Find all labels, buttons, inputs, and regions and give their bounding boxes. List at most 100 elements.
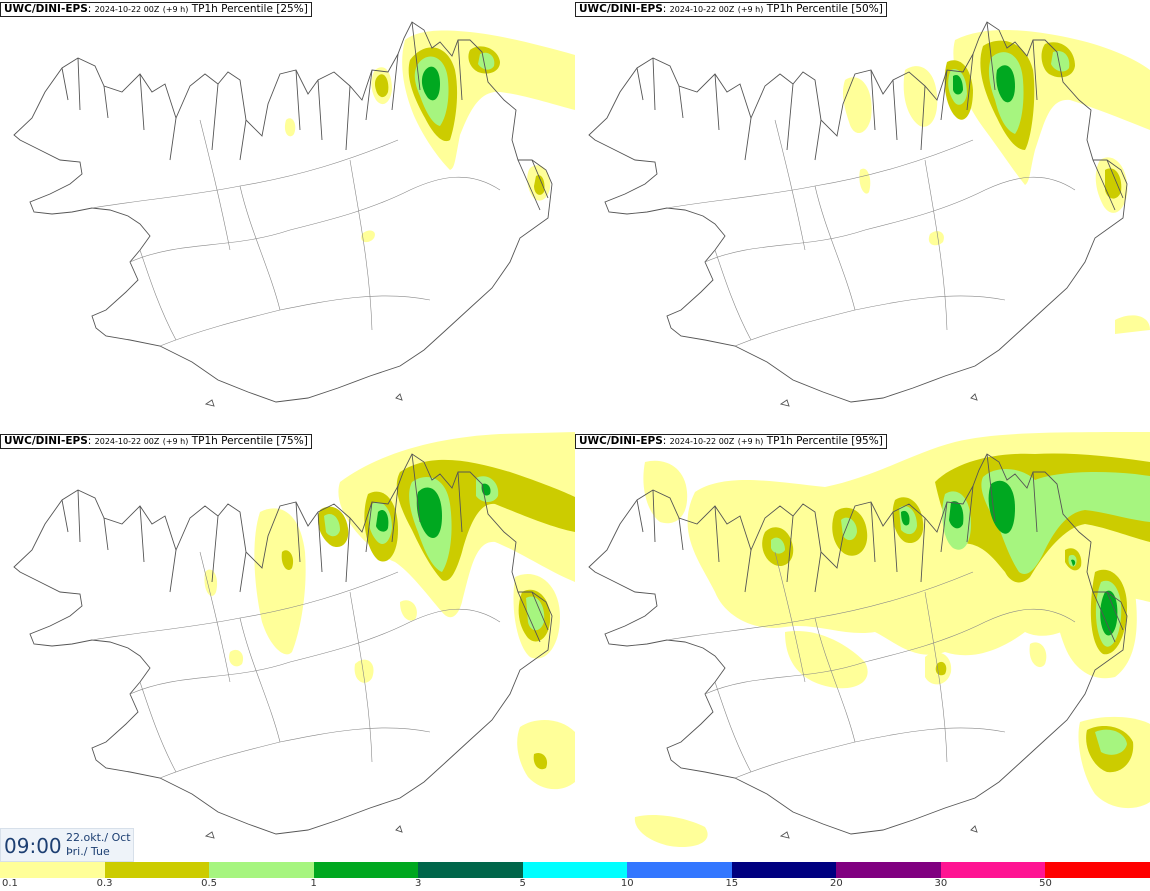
colorbar-segment xyxy=(731,862,837,878)
precip-area-light xyxy=(634,815,708,848)
precip-area-heavy xyxy=(416,487,442,538)
colorbar-segment xyxy=(418,862,523,878)
precip-shading xyxy=(842,30,1150,334)
colorbar-tick-label: 20 xyxy=(829,878,843,889)
colorbar-tick-label: 3 xyxy=(414,878,422,889)
precip-area-light xyxy=(1115,315,1150,334)
precip-area-light xyxy=(842,77,872,134)
field-name: TP1h Percentile [50%] xyxy=(766,3,883,15)
precip-area-heavier xyxy=(324,513,340,537)
precip-area-light xyxy=(284,118,296,137)
precip-area-light xyxy=(859,168,871,194)
forecast-step: (+9 h) xyxy=(737,5,764,14)
precip-shading xyxy=(284,30,575,243)
colorbar-segment xyxy=(313,862,419,878)
precip-area-light xyxy=(785,631,868,689)
model-name: UWC/DINI-EPS xyxy=(4,435,88,447)
interior-roads xyxy=(666,551,1076,779)
precip-area-heavy xyxy=(421,66,440,101)
colorbar-tick-label: 10 xyxy=(620,878,634,889)
interior-roads xyxy=(666,119,1076,347)
colorbar-tick-label: 15 xyxy=(725,878,739,889)
precip-area-heavier xyxy=(526,596,545,631)
precip-shading xyxy=(204,432,575,790)
colorbar-segment xyxy=(940,862,1046,878)
run-time: 2024-10-22 00Z xyxy=(94,5,160,14)
colorbar-segment xyxy=(1045,862,1150,878)
precip-area-moderate xyxy=(281,550,294,571)
interior-roads xyxy=(91,119,501,347)
panel-title: UWC/DINI-EPS: 2024-10-22 00Z (+9 h) TP1h… xyxy=(0,434,312,449)
fjord-lines xyxy=(61,21,549,211)
valid-date: 22.okt./ Oct Þri./ Tue xyxy=(66,831,131,859)
valid-date-text: 22.okt./ Oct xyxy=(66,831,131,844)
precip-area-light xyxy=(254,508,306,655)
field-name: TP1h Percentile [75%] xyxy=(191,435,308,447)
map-panel-p50: UWC/DINI-EPS: 2024-10-22 00Z (+9 h) TP1h… xyxy=(575,0,1150,432)
precip-map xyxy=(588,21,1150,407)
fjord-lines xyxy=(636,453,1124,643)
precip-area-light xyxy=(643,460,688,524)
valid-time: 09:00 xyxy=(4,834,62,858)
forecast-step: (+9 h) xyxy=(162,5,189,14)
precip-area-light xyxy=(354,659,374,683)
island-detail xyxy=(779,825,978,839)
country-outline xyxy=(588,21,1128,407)
precip-area-light xyxy=(1029,642,1047,668)
precip-area-heavier xyxy=(1051,50,1070,72)
run-time: 2024-10-22 00Z xyxy=(669,437,735,446)
country-outline xyxy=(588,453,1128,839)
island-detail xyxy=(204,393,403,407)
island-detail xyxy=(779,393,978,407)
precip-area-heavy xyxy=(996,65,1015,103)
model-name: UWC/DINI-EPS xyxy=(579,435,663,447)
precip-area-heavier xyxy=(771,537,785,554)
panel-title: UWC/DINI-EPS: 2024-10-22 00Z (+9 h) TP1h… xyxy=(575,434,887,449)
fjord-lines xyxy=(636,21,1124,211)
model-name: UWC/DINI-EPS xyxy=(4,3,88,15)
fjord-lines xyxy=(61,453,549,643)
colorbar-tick-label: 30 xyxy=(934,878,948,889)
model-name: UWC/DINI-EPS xyxy=(579,3,663,15)
precip-map xyxy=(588,432,1150,848)
precip-area-heavy xyxy=(953,74,963,95)
precip-area-light xyxy=(229,649,244,667)
precip-area-light xyxy=(361,230,375,243)
colorbar-tick-label: 50 xyxy=(1039,878,1052,889)
precip-shading xyxy=(634,432,1150,848)
precip-area-light xyxy=(400,600,417,621)
precip-map xyxy=(13,432,575,839)
valid-weekday: Þri./ Tue xyxy=(66,845,110,858)
precip-area-heavier xyxy=(981,468,1150,574)
run-time: 2024-10-22 00Z xyxy=(94,437,160,446)
map-panel-p95: UWC/DINI-EPS: 2024-10-22 00Z (+9 h) TP1h… xyxy=(575,432,1150,864)
precip-area-heavy xyxy=(901,510,910,526)
interior-roads xyxy=(91,551,501,779)
country-outline xyxy=(13,453,553,839)
precip-area-light xyxy=(517,720,575,790)
colorbar-tick-label: 0.5 xyxy=(201,878,218,889)
colorbar-tick-label: 1 xyxy=(310,878,317,889)
field-name: TP1h Percentile [95%] xyxy=(766,435,883,447)
map-panel-p25: UWC/DINI-EPS: 2024-10-22 00Z (+9 h) TP1h… xyxy=(0,0,575,432)
colorbar-ticks: 0.1 0.3 0.5 1 3 5 10 15 20 30 50 xyxy=(0,878,1150,891)
precip-area-heavy xyxy=(376,509,389,532)
precip-area-moderate xyxy=(1105,168,1122,199)
precip-colorbar xyxy=(0,862,1150,878)
country-outline xyxy=(13,21,553,407)
precip-area-moderate xyxy=(935,661,947,676)
map-panel-p75: UWC/DINI-EPS: 2024-10-22 00Z (+9 h) TP1h… xyxy=(0,432,575,864)
precip-area-moderate xyxy=(533,752,548,770)
precip-area-heavy xyxy=(1071,559,1076,566)
run-time: 2024-10-22 00Z xyxy=(669,5,735,14)
precip-area-light xyxy=(928,231,944,246)
precip-area-heavier xyxy=(841,517,857,541)
precip-area-heavy xyxy=(1100,590,1118,636)
forecast-step: (+9 h) xyxy=(737,437,764,446)
island-detail xyxy=(204,825,403,839)
precip-area-heavier xyxy=(1095,729,1127,755)
colorbar-segment xyxy=(209,862,314,878)
precip-area-moderate xyxy=(374,74,389,98)
panel-title: UWC/DINI-EPS: 2024-10-22 00Z (+9 h) TP1h… xyxy=(0,2,312,17)
precip-map xyxy=(13,21,575,407)
